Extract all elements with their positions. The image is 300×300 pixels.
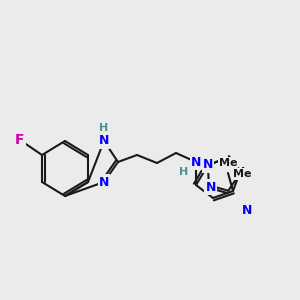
Text: N: N xyxy=(206,181,216,194)
Text: F: F xyxy=(15,133,25,147)
Text: Me: Me xyxy=(233,169,251,179)
Text: N: N xyxy=(242,203,252,217)
Text: N: N xyxy=(99,134,109,148)
Text: H: H xyxy=(179,167,189,177)
Text: N: N xyxy=(99,176,109,188)
Text: Me: Me xyxy=(219,158,237,168)
Text: H: H xyxy=(99,123,109,133)
Text: N: N xyxy=(203,158,213,172)
Text: N: N xyxy=(235,166,245,178)
Text: N: N xyxy=(191,155,201,169)
